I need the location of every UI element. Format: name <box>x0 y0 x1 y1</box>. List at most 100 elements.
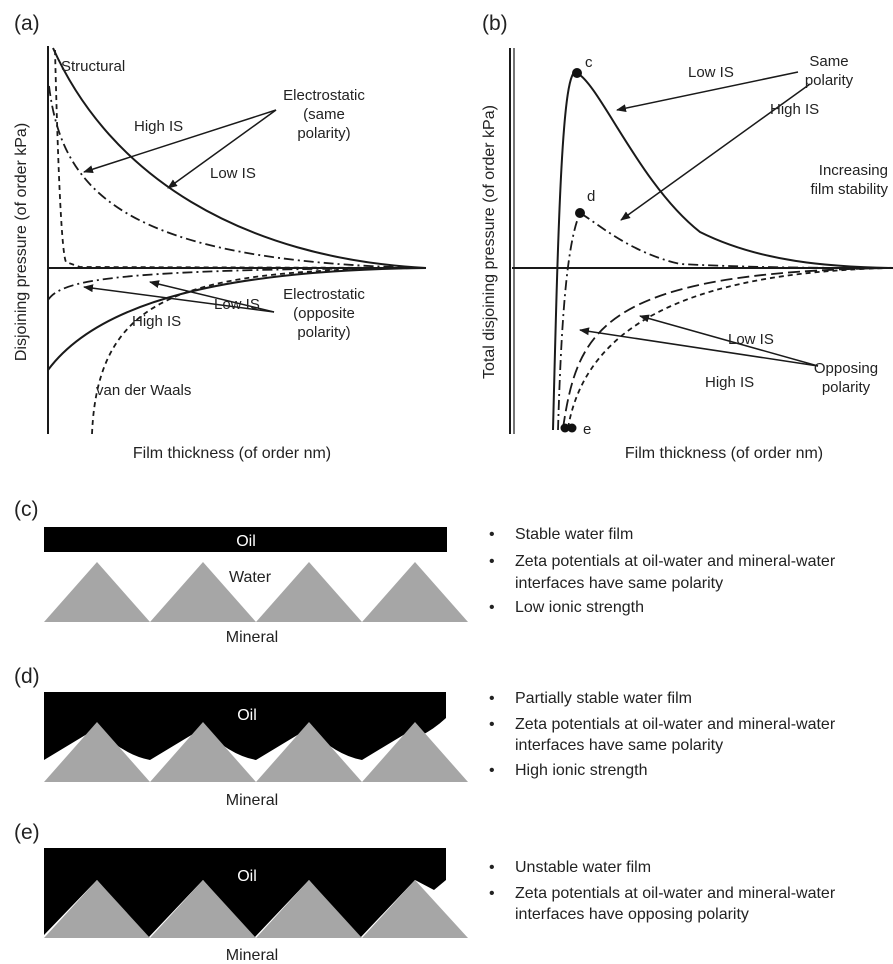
point-d-label: d <box>587 188 595 205</box>
total-pressure-low-is-curve <box>552 71 893 431</box>
bullet-dot: • <box>489 526 495 543</box>
electrostatic-opposite-label-2: (opposite <box>293 305 355 322</box>
structural-curve <box>54 49 427 269</box>
bullet-dot: • <box>489 690 495 707</box>
low-is-bottom-label: Low IS <box>728 331 774 348</box>
panel-c-label: (c) <box>14 498 39 521</box>
panel-a-label: (a) <box>14 12 40 35</box>
panel-b-x-axis-label: Film thickness (of order nm) <box>625 445 823 462</box>
bullet-dot: • <box>489 599 495 616</box>
mineral-peak <box>150 722 256 782</box>
structural-label: Structural <box>61 58 125 75</box>
oil-layer <box>44 848 446 938</box>
electrostatic-opposite-high-is-curve <box>47 267 427 301</box>
oil-label: Oil <box>237 868 257 885</box>
panel-b-y-axis-label: Total disjoining pressure (of order kPa) <box>481 105 498 379</box>
water-label: Water <box>229 569 272 586</box>
point-e-marker-2 <box>567 423 577 433</box>
arrow-same-low-is <box>616 71 799 113</box>
panel-a-x-axis-label: Film thickness (of order nm) <box>133 445 331 462</box>
mineral-peak <box>362 562 468 622</box>
van-der-waals-curve <box>91 267 427 435</box>
low-is-top-label: Low IS <box>210 165 256 182</box>
bullet-text: Unstable water film <box>515 859 651 876</box>
bullet-dot: • <box>489 885 495 902</box>
point-c-label: c <box>585 54 593 71</box>
mineral-peak <box>256 880 362 938</box>
panel-e: (e) Oil Mineral • Unstable water film • … <box>14 821 836 964</box>
increasing-stability-label-2: film stability <box>810 181 888 198</box>
arrow-opposing-high-is <box>579 327 819 367</box>
same-polarity-label-1: Same <box>809 53 848 70</box>
arrow-opposite-high-is <box>83 284 275 313</box>
oil-label: Oil <box>236 533 256 550</box>
electrostatic-same-high-is-curve <box>48 85 427 269</box>
bullet-text: interfaces have opposing polarity <box>515 906 749 923</box>
increasing-stability-label-1: Increasing <box>819 162 888 179</box>
total-pressure-high-is-curve <box>557 211 893 431</box>
mineral-peak <box>256 562 362 622</box>
bullet-text: interfaces have same polarity <box>515 575 723 592</box>
arrow-same-high-is <box>620 83 811 221</box>
arrow-same-high-is <box>83 109 277 174</box>
opposing-polarity-label-1: Opposing <box>814 360 878 377</box>
van-der-waals-label: van der Waals <box>96 382 191 399</box>
low-is-bottom-label: Low IS <box>214 296 260 313</box>
bullet-text: Zeta potentials at oil-water and mineral… <box>515 716 836 733</box>
mineral-label: Mineral <box>226 792 278 809</box>
high-is-top-label: High IS <box>134 118 183 135</box>
point-e-label: e <box>583 421 591 438</box>
bullet-dot: • <box>489 553 495 570</box>
bullet-text: Partially stable water film <box>515 690 692 707</box>
mineral-peak <box>362 880 468 938</box>
panel-a-y-axis-label: Disjoining pressure (of order kPa) <box>13 123 30 361</box>
high-is-bottom-label: High IS <box>132 313 181 330</box>
panel-e-label: (e) <box>14 821 40 844</box>
panel-b-label: (b) <box>482 12 508 35</box>
oil-label: Oil <box>237 707 257 724</box>
opposing-polarity-label-2: polarity <box>822 379 871 396</box>
arrow-same-low-is <box>167 109 277 189</box>
electrostatic-same-low-is-curve <box>52 47 427 269</box>
same-polarity-label-2: polarity <box>805 72 854 89</box>
bullet-dot: • <box>489 762 495 779</box>
panel-d: (d) Oil Mineral • Partially stable water… <box>14 665 836 809</box>
panel-d-label: (d) <box>14 665 40 688</box>
panel-c: (c) Oil Water Mineral • Stable water fil… <box>14 498 836 646</box>
mineral-label: Mineral <box>226 947 278 964</box>
mineral-peak <box>362 722 468 782</box>
oil-layer <box>44 692 446 760</box>
bullet-text: Stable water film <box>515 526 633 543</box>
panel-b: (b) Total disjoining pressure (of order … <box>481 12 893 462</box>
mineral-label: Mineral <box>226 629 278 646</box>
mineral-peak <box>150 880 256 938</box>
oil-layer <box>44 527 447 552</box>
electrostatic-opposite-low-is-curve <box>47 267 427 371</box>
mineral-peak <box>256 722 362 782</box>
electrostatic-same-label-2: (same <box>303 106 345 123</box>
electrostatic-opposite-label-1: Electrostatic <box>283 286 365 303</box>
mineral-peak <box>44 722 150 782</box>
arrow-opposing-low-is <box>639 314 819 367</box>
point-c-marker <box>572 68 582 78</box>
bullet-dot: • <box>489 859 495 876</box>
total-pressure-opposing-high-is-curve <box>562 267 893 429</box>
point-d-marker <box>575 208 585 218</box>
mineral-peak <box>44 562 150 622</box>
mineral-peak <box>44 880 150 938</box>
point-e-marker-1 <box>560 423 570 433</box>
electrostatic-same-label-3: polarity) <box>297 125 350 142</box>
bullet-text: interfaces have same polarity <box>515 737 723 754</box>
bullet-dot: • <box>489 716 495 733</box>
arrow-opposite-low-is <box>149 280 275 313</box>
high-is-bottom-label: High IS <box>705 374 754 391</box>
bullet-text: Low ionic strength <box>515 599 644 616</box>
low-is-top-label: Low IS <box>688 64 734 81</box>
high-is-top-label: High IS <box>770 101 819 118</box>
bullet-text: Zeta potentials at oil-water and mineral… <box>515 885 836 902</box>
electrostatic-opposite-label-3: polarity) <box>297 324 350 341</box>
bullet-text: High ionic strength <box>515 762 648 779</box>
mineral-peak <box>150 562 256 622</box>
bullet-text: Zeta potentials at oil-water and mineral… <box>515 553 836 570</box>
